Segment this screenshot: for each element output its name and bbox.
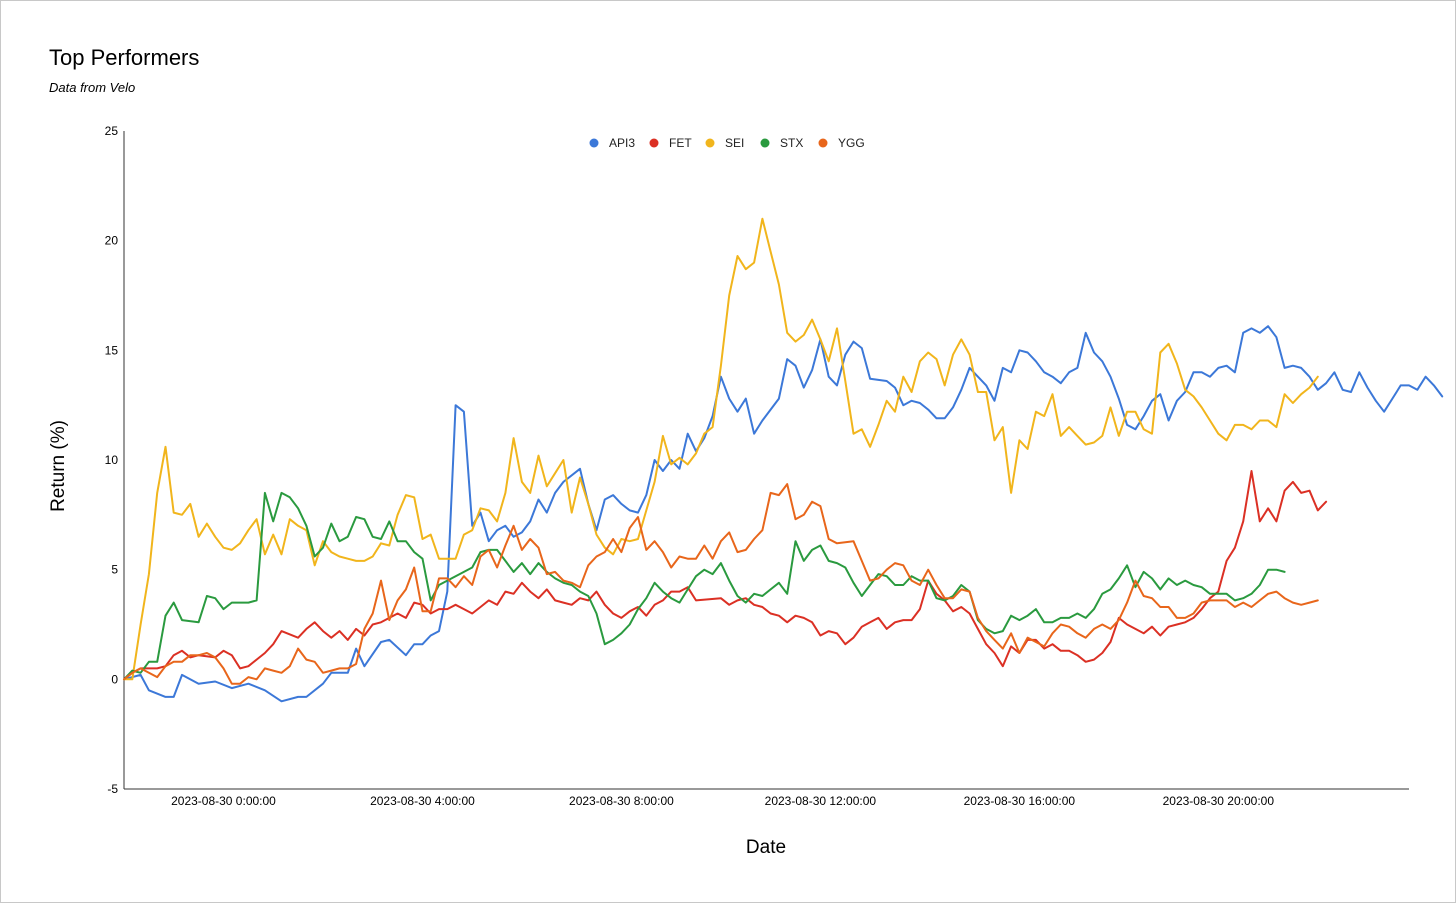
legend-label-api3: API3 [609, 136, 635, 150]
y-axis: -5 0 5 10 15 20 25 [105, 124, 125, 796]
series-line-fet [123, 470, 1328, 681]
x-tick-label: 2023-08-30 20:00:00 [1163, 794, 1275, 808]
y-tick-label: -5 [107, 782, 118, 796]
legend-marker-sei [705, 138, 715, 148]
legend-marker-fet [649, 138, 659, 148]
series-line-api3 [123, 325, 1444, 703]
y-tick-label: 10 [105, 453, 119, 467]
x-tick-label: 2023-08-30 0:00:00 [171, 794, 276, 808]
chart-title: Top Performers [49, 45, 200, 70]
series-line-ygg [123, 483, 1319, 685]
y-tick-label: 20 [105, 234, 119, 248]
legend-label-sei: SEI [725, 136, 744, 150]
y-axis-label: Return (%) [48, 420, 69, 512]
legend: API3 FET SEI STX YGG [589, 136, 865, 150]
x-tick-label: 2023-08-30 12:00:00 [765, 794, 877, 808]
legend-marker-api3 [589, 138, 599, 148]
legend-label-ygg: YGG [838, 136, 865, 150]
chart-subtitle: Data from Velo [49, 80, 136, 95]
series-line-stx [123, 491, 1286, 681]
legend-marker-ygg [818, 138, 828, 148]
y-tick-label: 5 [111, 563, 118, 577]
x-tick-label: 2023-08-30 16:00:00 [964, 794, 1076, 808]
y-tick-label: 0 [111, 672, 118, 686]
y-tick-label: 15 [105, 343, 119, 357]
legend-label-fet: FET [669, 136, 692, 150]
y-tick-label: 25 [105, 124, 119, 138]
x-axis-label: Date [746, 837, 786, 858]
legend-label-stx: STX [780, 136, 803, 150]
x-tick-label: 2023-08-30 4:00:00 [370, 794, 475, 808]
series-lines [123, 217, 1444, 703]
x-axis: 2023-08-30 0:00:00 2023-08-30 4:00:00 2023… [124, 788, 1409, 808]
x-tick-label: 2023-08-30 8:00:00 [569, 794, 674, 808]
legend-marker-stx [760, 138, 770, 148]
series-line-sei [123, 217, 1319, 681]
